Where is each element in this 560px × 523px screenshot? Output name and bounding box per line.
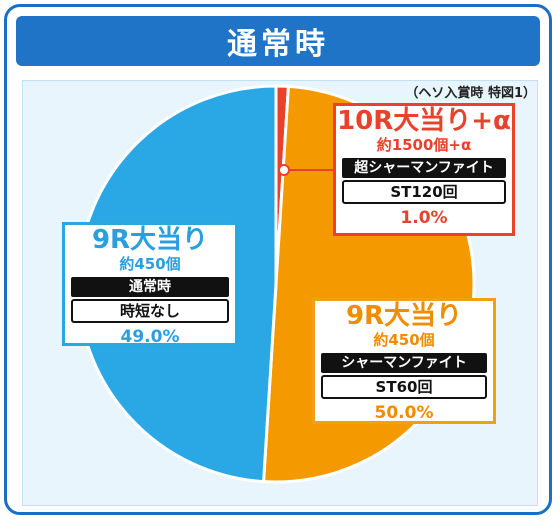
label-9r-left-pct: 49.0%: [120, 327, 180, 347]
label-9r-left-mode: 通常時: [71, 277, 229, 297]
label-9r-left-title: 9R大当り: [91, 225, 209, 255]
label-9r-left-payout: 約450個: [119, 255, 181, 273]
label-9r-right-st: ST60回: [321, 375, 487, 399]
label-10r-payout: 約1500個+α: [376, 136, 472, 154]
label-10r-title: 10R大当り+α: [337, 106, 511, 136]
page-title: 通常時: [16, 16, 540, 66]
chart-note: （ヘソ入賞時 特図1）: [405, 86, 536, 101]
label-9r-left-jitan: 時短なし: [71, 299, 229, 323]
label-10r-mode: 超シャーマンファイト: [342, 158, 506, 178]
label-box-9r-left: 9R大当り 約450個 通常時 時短なし 49.0%: [62, 222, 238, 347]
label-10r-pct: 1.0%: [400, 208, 448, 228]
label-9r-right-mode: シャーマンファイト: [321, 353, 487, 373]
label-box-9r-right: 9R大当り 約450個 シャーマンファイト ST60回 50.0%: [312, 298, 496, 424]
label-9r-right-title: 9R大当り: [345, 301, 463, 331]
label-9r-right-payout: 約450個: [373, 331, 435, 349]
leader-dot-10r: [278, 164, 290, 176]
label-9r-right-pct: 50.0%: [374, 403, 434, 423]
label-box-10r: 10R大当り+α 約1500個+α 超シャーマンファイト ST120回 1.0%: [333, 103, 515, 236]
label-10r-st: ST120回: [342, 180, 506, 204]
